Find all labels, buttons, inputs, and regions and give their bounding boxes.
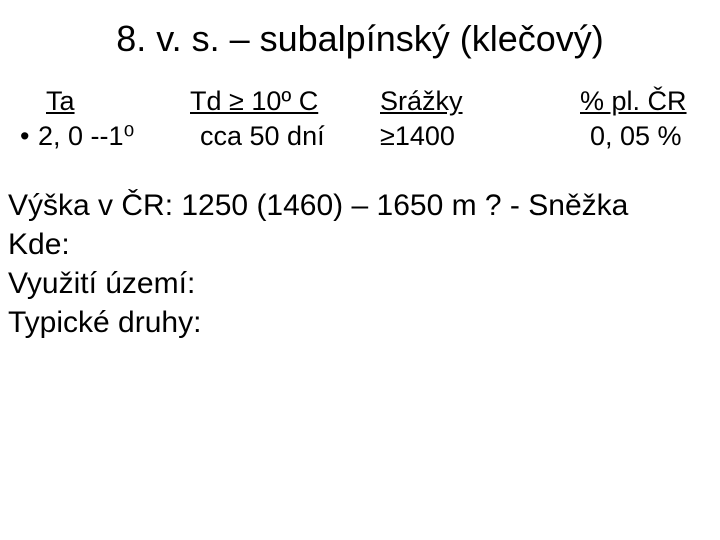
body-line-1: Výška v ČR: 1250 (1460) – 1650 m ? - Sně… bbox=[8, 186, 720, 225]
col-header-srazky: Srážky bbox=[380, 86, 550, 117]
cell-ta: 2, 0 --1⁰ bbox=[20, 121, 190, 152]
body-text: Výška v ČR: 1250 (1460) – 1650 m ? - Sně… bbox=[8, 186, 720, 342]
body-line-4: Typické druhy: bbox=[8, 303, 720, 342]
cell-td: cca 50 dní bbox=[190, 121, 380, 152]
cell-pct: 0, 05 % bbox=[550, 121, 710, 152]
cell-srazky: ≥1400 bbox=[380, 121, 550, 152]
body-line-3: Využití území: bbox=[8, 264, 720, 303]
col-header-td: Td ≥ 10º C bbox=[190, 86, 380, 117]
body-line-2: Kde: bbox=[8, 225, 720, 264]
col-header-pct: % pl. ČR bbox=[550, 86, 710, 117]
col-header-ta: Ta bbox=[20, 86, 190, 117]
slide-title: 8. v. s. – subalpínský (klečový) bbox=[0, 18, 720, 60]
data-table: Ta Td ≥ 10º C Srážky % pl. ČR 2, 0 --1⁰ … bbox=[20, 86, 720, 152]
cell-ta-text: 2, 0 --1⁰ bbox=[38, 121, 134, 151]
